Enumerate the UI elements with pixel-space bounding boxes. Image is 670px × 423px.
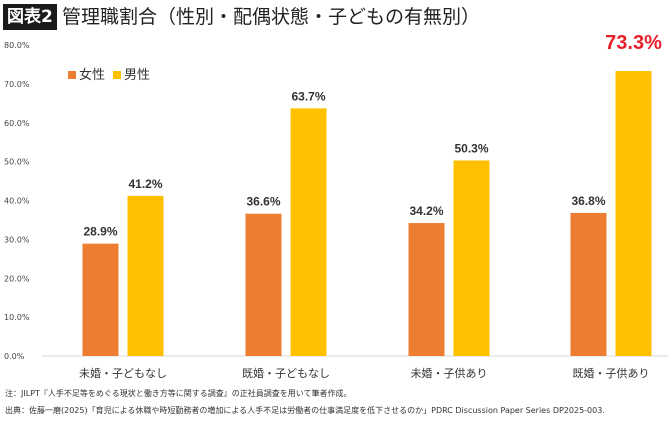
bar-female xyxy=(82,243,119,356)
legend-item-male: 男性 xyxy=(113,64,150,83)
legend-item-female: 女性 xyxy=(68,64,105,83)
legend-swatch xyxy=(113,71,122,79)
x-tick-label: 既婚・子どもなし xyxy=(242,366,330,380)
data-label: 28.9% xyxy=(83,225,117,239)
chart-title: 管理職割合（性別・配偶状態・子どもの有無別） xyxy=(62,6,481,28)
bar-female xyxy=(245,213,282,356)
y-tick-label: 0.0% xyxy=(4,352,25,361)
y-tick-label: 70.0% xyxy=(4,80,30,89)
x-tick-label: 未婚・子供あり xyxy=(411,366,488,380)
legend: 女性 男性 xyxy=(68,64,150,83)
legend-label: 女性 xyxy=(79,68,106,83)
bar-female xyxy=(570,212,607,356)
data-label: 50.3% xyxy=(454,141,488,155)
chart-note: 注：JILPT『人手不足等をめぐる現状と働き方等に関する調査』の正社員調査を用い… xyxy=(5,389,352,398)
data-label: 41.2% xyxy=(128,177,162,191)
figure-badge: 図表2 xyxy=(3,4,57,30)
x-tick-label: 既婚・子供あり xyxy=(573,366,650,380)
y-tick-label: 20.0% xyxy=(4,274,30,283)
y-tick-label: 60.0% xyxy=(4,119,30,128)
bar-male xyxy=(290,108,327,357)
y-tick-label: 80.0% xyxy=(4,41,30,50)
x-tick-label: 未婚・子どもなし xyxy=(79,366,167,380)
data-label: 36.8% xyxy=(571,194,605,208)
y-tick-label: 50.0% xyxy=(4,158,30,167)
y-tick-label: 30.0% xyxy=(4,235,30,244)
data-label: 63.7% xyxy=(291,89,325,103)
legend-label: 男性 xyxy=(124,68,151,83)
data-label: 36.6% xyxy=(246,195,280,209)
bar-male xyxy=(615,71,652,356)
bar-male xyxy=(453,160,490,356)
bar-female xyxy=(408,223,445,356)
legend-swatch xyxy=(68,71,76,79)
bar-male xyxy=(127,195,164,356)
chart-source: 出典：佐藤一磨(2025)「育児による休職や時短勤務者の増加による人手不足は労働… xyxy=(5,406,605,415)
data-label: 73.3% xyxy=(605,32,662,54)
y-tick-label: 10.0% xyxy=(4,313,30,322)
y-tick-label: 40.0% xyxy=(4,197,30,206)
data-label: 34.2% xyxy=(409,204,443,218)
